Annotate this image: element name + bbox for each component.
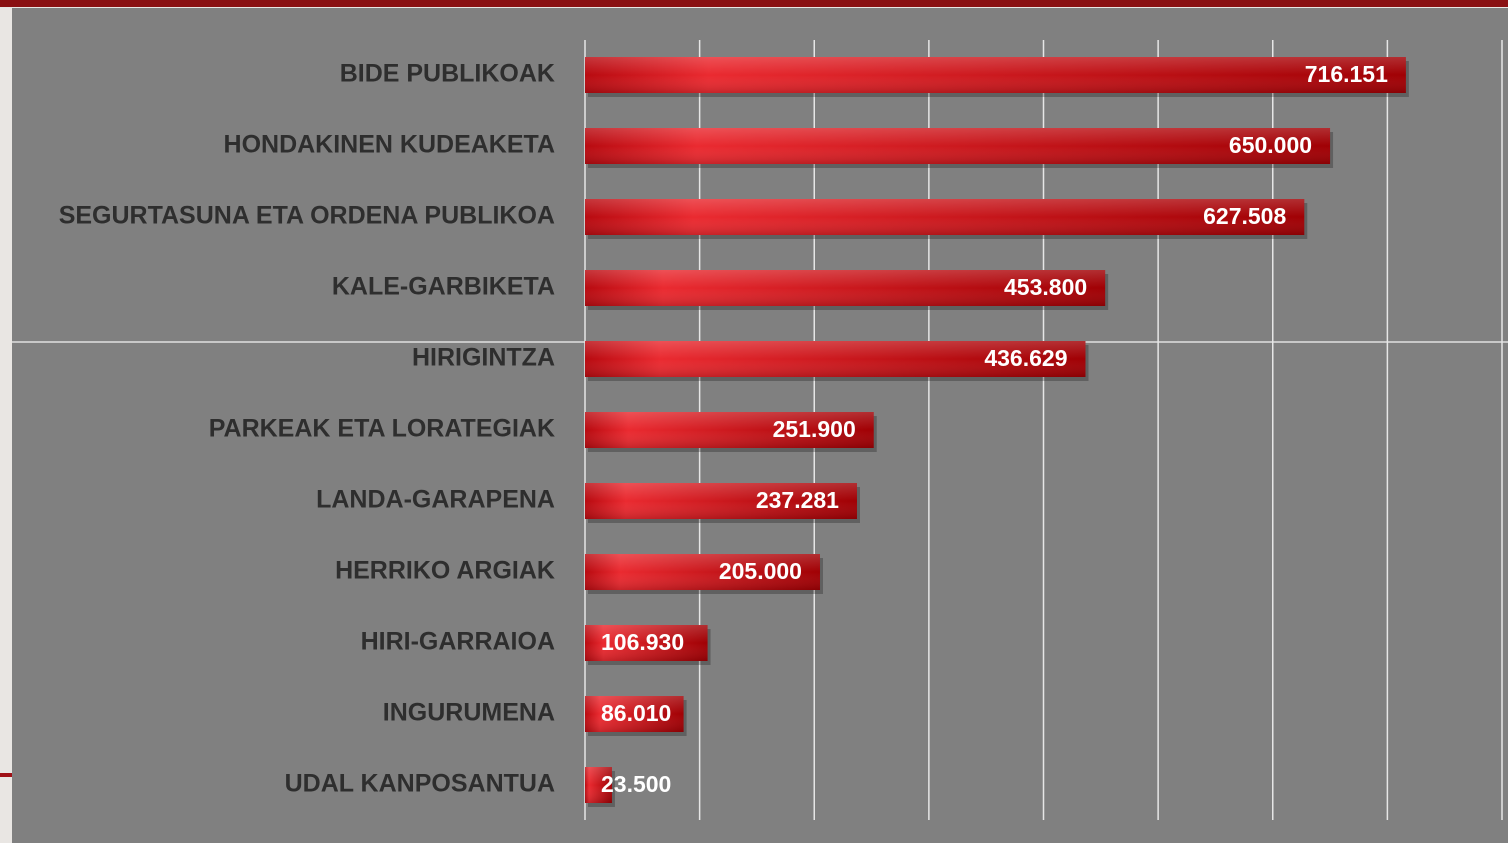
category-label: LANDA-GARAPENA xyxy=(316,486,555,514)
value-label: 716.151 xyxy=(1305,61,1388,87)
category-label: HIRI-GARRAIOA xyxy=(361,628,555,656)
value-label: 650.000 xyxy=(1229,132,1312,158)
category-label: INGURUMENA xyxy=(383,699,555,727)
bar-shine xyxy=(585,57,1406,93)
bar-shine xyxy=(585,199,1305,235)
bar-shine xyxy=(585,625,708,661)
category-label: HERRIKO ARGIAK xyxy=(335,557,555,585)
value-label: 23.500 xyxy=(601,771,671,797)
value-label: 86.010 xyxy=(601,700,671,726)
category-label: HIRIGINTZA xyxy=(412,344,555,372)
category-label: KALE-GARBIKETA xyxy=(332,273,555,301)
bar-shine xyxy=(585,767,612,803)
bar-shine xyxy=(585,128,1331,164)
category-label: BIDE PUBLIKOAK xyxy=(340,60,555,88)
category-label: PARKEAK ETA LORATEGIAK xyxy=(209,415,555,443)
value-label: 251.900 xyxy=(773,416,856,442)
value-label: 106.930 xyxy=(601,629,684,655)
bar-shine xyxy=(585,270,1106,306)
top-band xyxy=(0,0,1508,7)
value-label: 627.508 xyxy=(1203,203,1286,229)
category-label: SEGURTASUNA ETA ORDENA PUBLIKOA xyxy=(59,202,555,230)
bar-shine xyxy=(585,696,684,732)
bar-shine xyxy=(585,341,1086,377)
category-label: UDAL KANPOSANTUA xyxy=(285,770,555,798)
side-mark xyxy=(0,773,12,777)
value-label: 237.281 xyxy=(756,487,839,513)
value-label: 453.800 xyxy=(1004,274,1087,300)
value-label: 436.629 xyxy=(984,345,1067,371)
value-label: 205.000 xyxy=(719,558,802,584)
bar-shine xyxy=(585,554,820,590)
category-label: HONDAKINEN KUDEAKETA xyxy=(224,131,555,159)
bar-shine xyxy=(585,483,857,519)
bar-shine xyxy=(585,412,874,448)
